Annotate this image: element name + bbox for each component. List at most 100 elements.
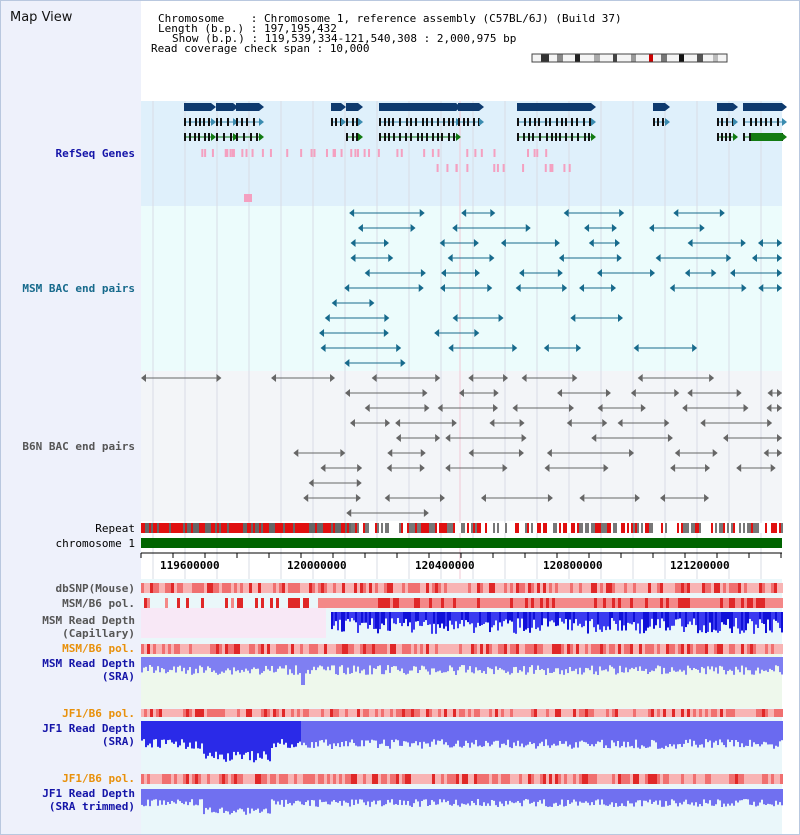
msm-bac-end: [777, 254, 782, 262]
jf1-sra-depth-bar: [755, 721, 757, 745]
repeat-mark: [261, 523, 263, 533]
jf1-trimmed-depth-bar: [263, 789, 265, 810]
jf1-trimmed-depth-bar: [597, 789, 599, 800]
jf1-sra-depth-bar: [749, 721, 751, 740]
jf1-b6-pol-mark: [507, 709, 510, 717]
msm-bac-end: [515, 284, 521, 292]
jf1-trimmed-depth-bar: [351, 789, 353, 800]
gene-strand-arrow: [233, 103, 238, 111]
track-label-msm-bac[interactable]: MSM BAC end pairs: [22, 282, 135, 295]
track-label-refseq[interactable]: RefSeq Genes: [55, 147, 135, 160]
msm-b6-pol2-mark: [594, 644, 597, 654]
msm-b6-pol2-mark: [723, 644, 726, 654]
msm-b6-pol-mark: [324, 598, 327, 608]
repeat-mark: [451, 523, 453, 533]
gene-exon: [721, 118, 723, 126]
msm-capillary-depth-bar: [331, 612, 333, 630]
gene-exon: [241, 118, 243, 126]
dbsnp-mark: [267, 583, 270, 593]
msm-sra-depth-bar: [387, 657, 389, 666]
msm-b6-pol-mark: [648, 598, 651, 608]
gene-exon: [194, 133, 196, 141]
jf1-sra-depth-bar: [357, 721, 359, 747]
repeat-mark: [381, 523, 383, 533]
msm-bac-end: [440, 284, 446, 292]
jf1-b6-pol2-mark: [447, 774, 450, 784]
jf1-sra-depth-bar: [581, 721, 583, 741]
msm-b6-pol2-mark: [771, 644, 774, 654]
jf1-trimmed-depth-bar: [399, 789, 401, 800]
msm-b6-pol-mark: [387, 598, 390, 608]
msm-b6-pol2-mark: [675, 644, 678, 654]
msm-b6-pol-mark: [444, 598, 447, 608]
jf1-b6-pol-mark: [687, 709, 690, 717]
jf1-sra-depth-bar: [399, 721, 401, 746]
msm-sra-depth-bar: [545, 657, 547, 675]
jf1-sra-depth-bar: [437, 721, 439, 741]
jf1-b6-pol2-mark: [288, 774, 291, 784]
gene-exon: [443, 118, 445, 126]
jf1-trimmed-depth-bar: [431, 789, 433, 801]
repeat-mark: [419, 523, 421, 533]
jf1-trimmed-depth-bar: [495, 789, 497, 806]
jf1-sra-depth-bar: [397, 721, 399, 741]
jf1-sra-depth-bar: [669, 721, 671, 745]
show-label: Show (b.p.) :: [172, 32, 265, 45]
msm-sra-depth-bar: [301, 657, 303, 685]
msm-capillary-depth-bar: [593, 612, 595, 628]
msm-sra-depth-bar: [275, 657, 277, 672]
jf1-trimmed-depth-bar: [663, 789, 665, 807]
msm-capillary-depth-bar: [511, 612, 513, 622]
jf1-b6-pol2-mark: [624, 774, 627, 784]
repeat-mark: [189, 523, 191, 533]
jf1-sra-depth-bar: [579, 721, 581, 742]
msm-capillary-depth-bar: [537, 612, 539, 628]
gene-strand-arrow: [733, 118, 738, 126]
refseq-marker: [496, 164, 499, 172]
b6n-bac-end: [423, 509, 429, 517]
b6n-bac-end: [468, 374, 474, 382]
msm-bac-end: [758, 284, 764, 292]
jf1-b6-pol2-mark: [153, 774, 156, 784]
msm-b6-pol2-mark: [384, 644, 387, 654]
jf1-trimmed-depth-bar: [511, 789, 513, 803]
msm-b6-pol2-mark: [504, 644, 507, 654]
msm-b6-pol2-mark: [468, 644, 471, 654]
jf1-b6-pol-mark: [510, 709, 513, 717]
jf1-sra-depth-bar: [759, 721, 761, 747]
msm-b6-pol2-mark: [564, 644, 567, 654]
jf1-b6-pol-mark: [168, 709, 171, 717]
jf1-b6-pol2-mark: [222, 774, 225, 784]
msm-b6-pol2-mark: [489, 644, 492, 654]
msm-bac-end: [584, 224, 590, 232]
msm-capillary-depth-bar: [609, 612, 611, 630]
jf1-sra-depth-bar: [429, 721, 431, 747]
msm-bac-end: [673, 209, 679, 217]
repeat-mark: [443, 523, 445, 533]
jf1-b6-pol-mark: [750, 709, 753, 717]
jf1-sra-depth-bar: [447, 721, 449, 746]
jf1-sra-depth-bar: [155, 721, 157, 740]
dbsnp-mark: [171, 583, 174, 593]
jf1-b6-pol-mark: [681, 709, 684, 717]
repeat-mark: [609, 523, 611, 533]
refseq-marker: [545, 149, 548, 157]
jf1-b6-pol-mark: [432, 709, 435, 717]
msm-capillary-depth-bar: [369, 612, 371, 625]
refseq-marker: [231, 149, 234, 157]
repeat-mark: [573, 523, 575, 533]
jf1-sra-depth-bar: [681, 721, 683, 747]
msm-b6-pol2-mark: [162, 644, 165, 654]
msm-b6-pol2-mark: [447, 644, 450, 654]
jf1-trimmed-depth-bar: [411, 789, 413, 807]
jf1-sra-depth-bar: [173, 721, 175, 744]
gene-strand-arrow: [591, 133, 596, 141]
ideogram-band: [679, 54, 684, 62]
dbsnp-mark: [402, 583, 405, 593]
jf1-b6-pol2-mark: [402, 774, 405, 784]
msm-b6-pol2-mark: [519, 644, 522, 654]
track-label-b6n-bac[interactable]: B6N BAC end pairs: [22, 440, 135, 453]
msm-sra-depth-bar: [351, 657, 353, 674]
jf1-sra-depth-bar: [631, 721, 633, 746]
